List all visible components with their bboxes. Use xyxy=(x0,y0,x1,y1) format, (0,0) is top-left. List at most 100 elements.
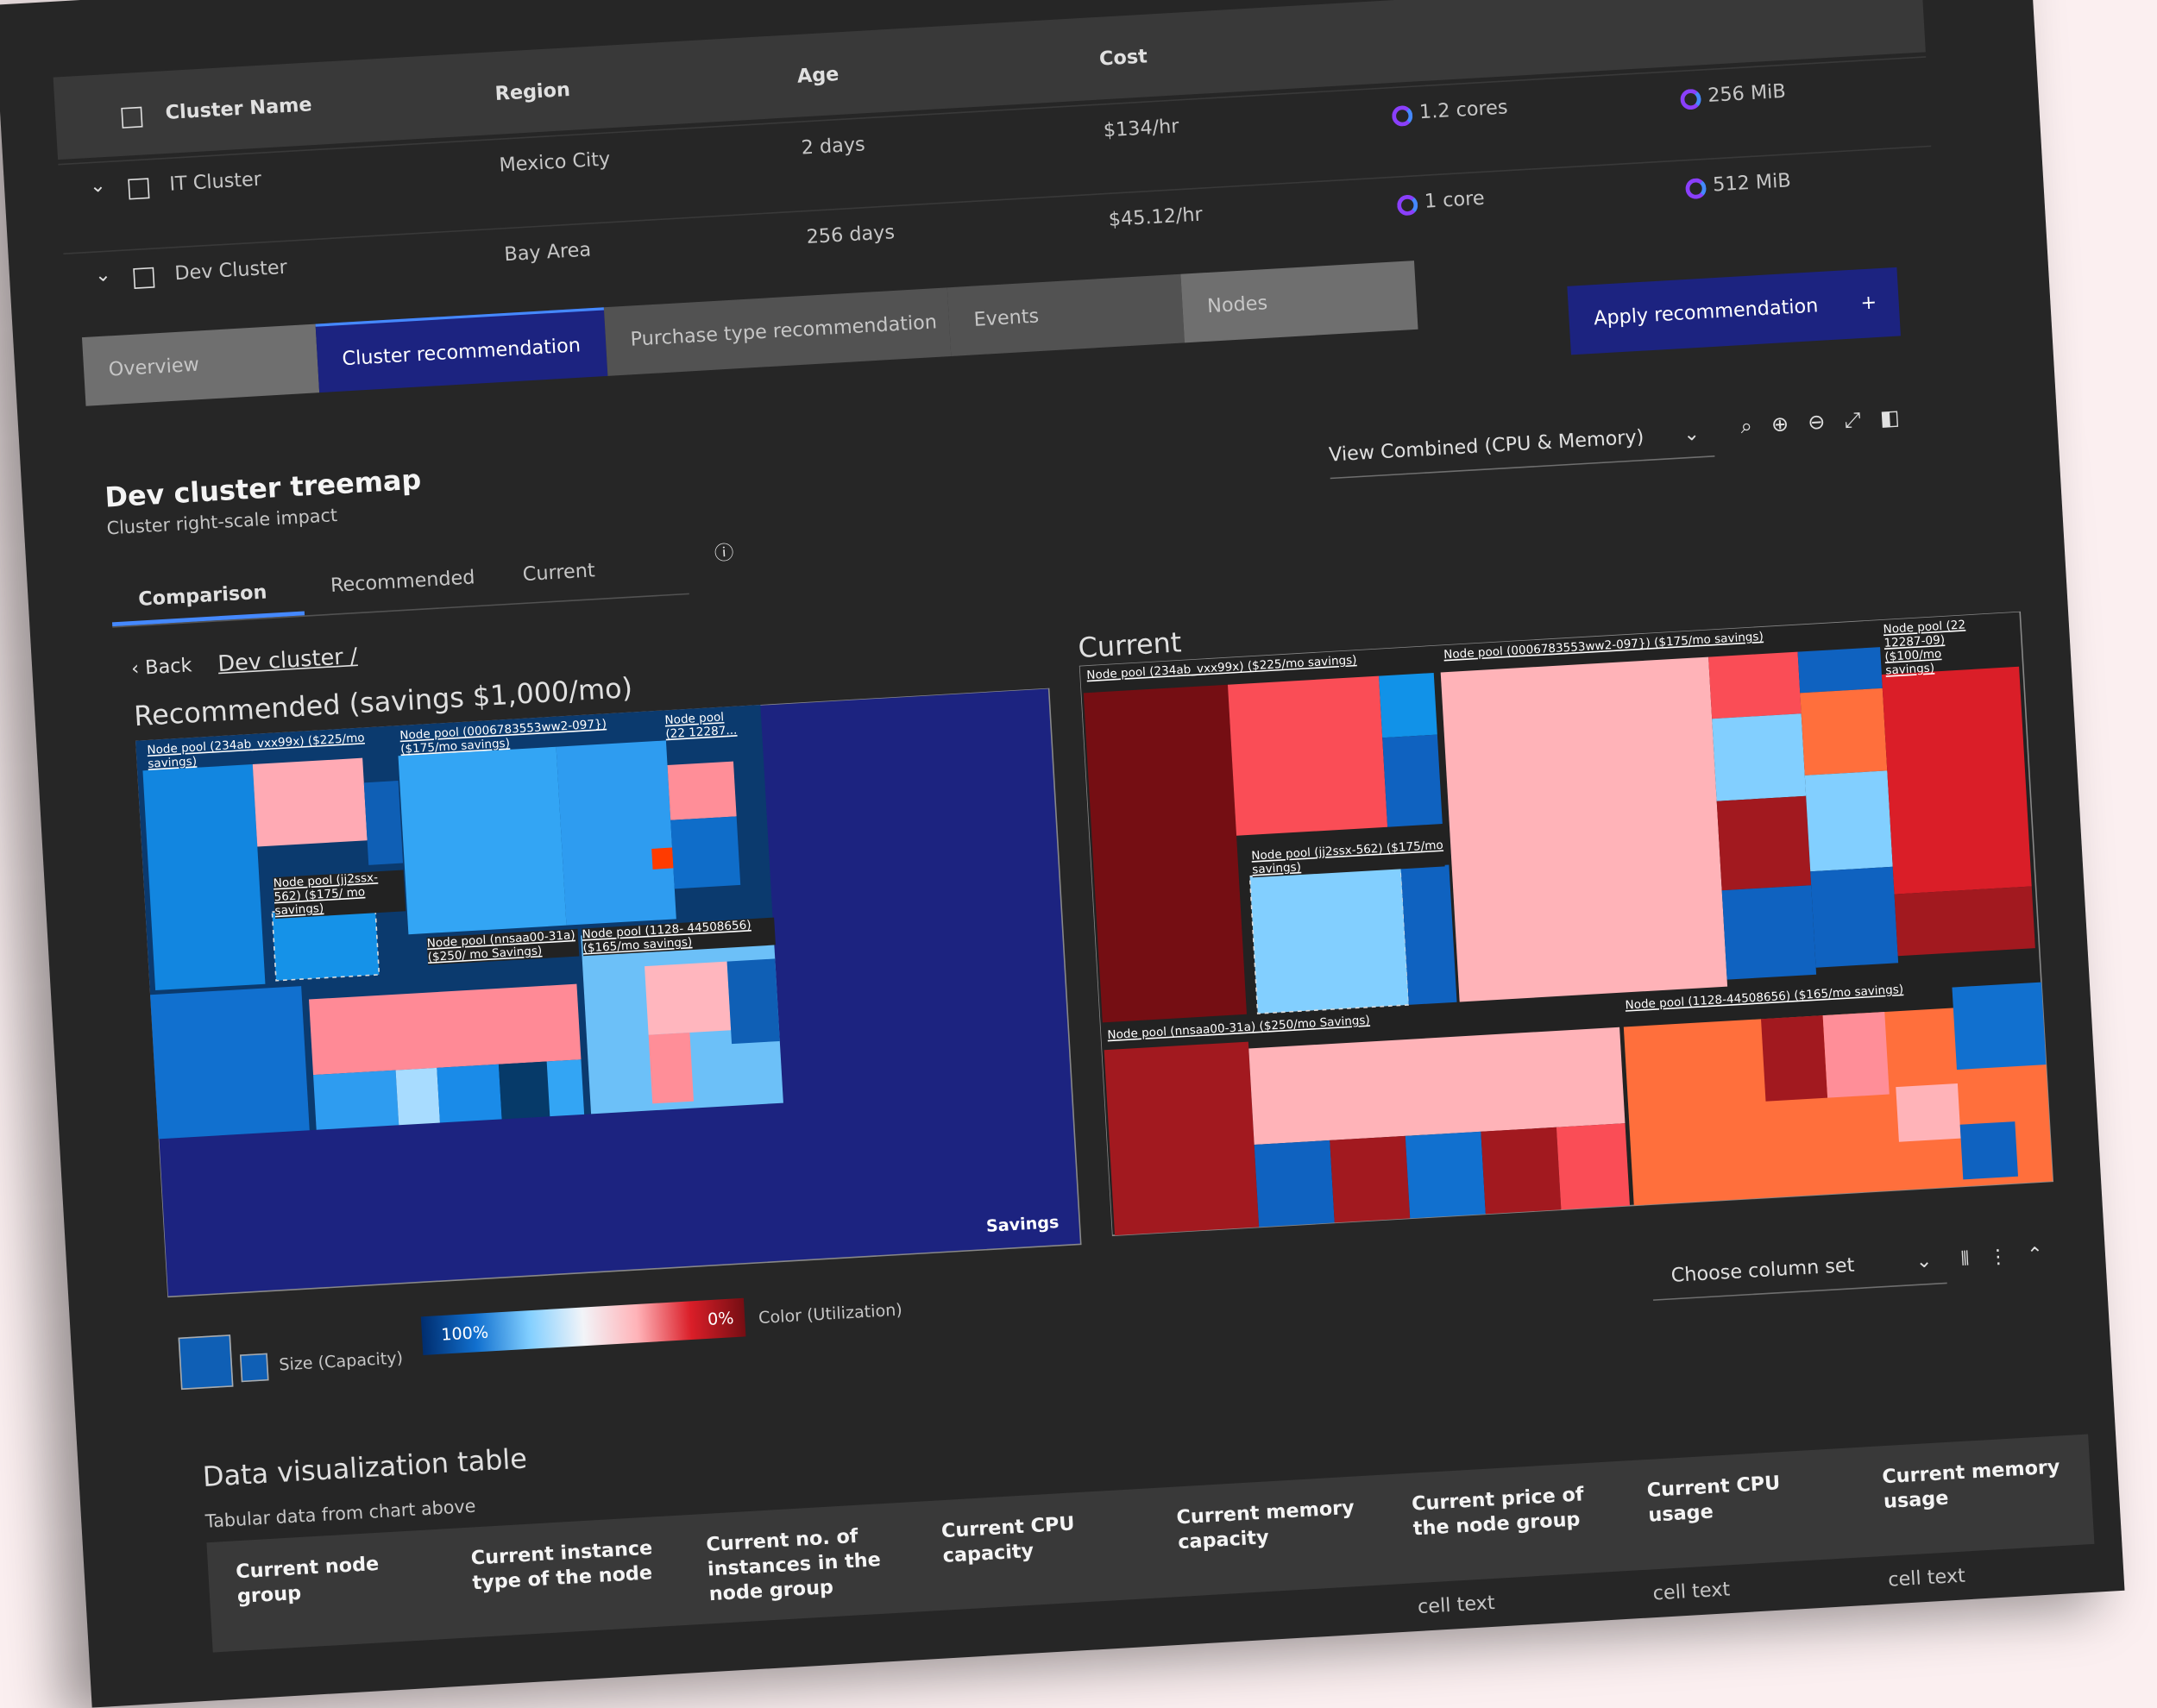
tile xyxy=(1227,675,1388,836)
tab[interactable]: Overview xyxy=(81,323,320,406)
table-cell: IT Cluster xyxy=(168,168,262,197)
table-cell: 256 days xyxy=(806,222,896,249)
recommended-treemap: Savings xyxy=(135,688,1082,1298)
table-cell: 256 MiB xyxy=(1707,80,1787,108)
tile xyxy=(648,1032,694,1104)
expand-icon[interactable]: ⌄ xyxy=(89,174,107,198)
legend-label: Color (Utilization) xyxy=(758,1300,903,1328)
tile xyxy=(1248,1027,1626,1145)
table-cell: Bay Area xyxy=(503,239,592,267)
size-swatch-small xyxy=(239,1353,269,1383)
tile xyxy=(498,1061,550,1120)
select-label: View Combined (CPU & Memory) xyxy=(1328,426,1645,467)
breadcrumb[interactable]: Dev cluster / xyxy=(217,642,359,677)
back-link[interactable]: ‹ Back xyxy=(130,655,193,681)
checkbox[interactable] xyxy=(133,267,155,289)
tab[interactable]: Events xyxy=(946,273,1185,356)
usage-ring xyxy=(1679,88,1702,110)
usage-ring xyxy=(1396,194,1418,217)
table-cell: 1 core xyxy=(1424,187,1486,214)
tile xyxy=(645,961,732,1035)
info-icon[interactable]: ⓘ xyxy=(714,542,735,566)
savings-label: Savings xyxy=(985,1212,1060,1236)
node-pool-label[interactable]: Node pool (22 12287... xyxy=(664,711,738,742)
tile xyxy=(1623,1002,2053,1206)
table-cell: Mexico City xyxy=(498,148,611,178)
tile xyxy=(1083,684,1247,1023)
tile xyxy=(670,816,741,889)
node-pool-label[interactable]: Node pool (jj2ssx-562) ($175/ mo savings… xyxy=(273,870,406,919)
tile xyxy=(1797,647,1883,694)
tab[interactable]: Cluster recommendation xyxy=(315,307,608,393)
subtab[interactable]: Current xyxy=(522,560,596,587)
size-swatch-large xyxy=(178,1334,234,1391)
table-cell: Dev Cluster xyxy=(173,256,288,286)
table-cell: $134/hr xyxy=(1103,116,1180,142)
expand-icon[interactable]: ⌄ xyxy=(94,264,112,287)
tile xyxy=(546,1059,585,1117)
column-set-select[interactable]: Choose column set ⌄ xyxy=(1651,1249,1947,1301)
tile xyxy=(309,983,582,1076)
table-cell: 512 MiB xyxy=(1712,170,1792,197)
tile xyxy=(1405,1131,1486,1219)
tab[interactable]: Purchase type recommendation xyxy=(603,287,952,376)
checkbox[interactable] xyxy=(128,178,150,200)
table-cell: $45.12/hr xyxy=(1108,204,1204,232)
node-pool-label[interactable]: Node pool (22 12287-09) ($100/mo savings… xyxy=(1883,619,1966,679)
tile xyxy=(1800,688,1888,776)
scale-low: 0% xyxy=(707,1308,735,1329)
tile xyxy=(395,1067,440,1126)
tile xyxy=(1822,1012,1890,1098)
tile xyxy=(1712,713,1807,801)
column-header: Current memory usage xyxy=(1881,1456,2061,1514)
column-header: Current CPU usage xyxy=(1646,1473,1781,1528)
tile xyxy=(1804,770,1893,872)
tile xyxy=(1382,734,1443,827)
tile xyxy=(1248,866,1410,1014)
tile xyxy=(1761,1015,1828,1102)
tile xyxy=(1881,666,2032,895)
header-cell: Age xyxy=(796,63,840,89)
toolbar-icons[interactable]: ⌕⊕⊖⤢◧ xyxy=(1739,404,1920,439)
row-divider xyxy=(63,145,1932,254)
section-title: Dev cluster treemap xyxy=(104,462,423,514)
scale-high: 100% xyxy=(440,1322,489,1345)
table-cell: cell text xyxy=(1652,1579,1731,1605)
tile xyxy=(398,746,567,935)
tile xyxy=(651,847,674,870)
tile xyxy=(1400,864,1457,1005)
table-cell: cell text xyxy=(1887,1565,1966,1592)
tab[interactable]: Nodes xyxy=(1180,261,1418,343)
column-header: Current instance type of the node xyxy=(470,1537,653,1595)
tile xyxy=(313,1070,399,1130)
tile xyxy=(1721,885,1817,980)
tile xyxy=(1896,1083,1961,1142)
tile xyxy=(363,781,404,865)
apply-button[interactable]: Apply recommendation + xyxy=(1567,267,1901,355)
header-cell: Region xyxy=(494,78,571,106)
tile xyxy=(437,1064,502,1123)
table-toolbar[interactable]: ⦀⋮⌃ xyxy=(1959,1242,2064,1271)
column-header: Current price of the node group xyxy=(1411,1484,1585,1541)
checkbox[interactable] xyxy=(121,106,143,129)
tile xyxy=(1716,795,1812,891)
column-header: Current CPU capacity xyxy=(940,1513,1076,1568)
table-cell: 2 days xyxy=(801,134,866,160)
view-select[interactable]: View Combined (CPU & Memory) ⌄ xyxy=(1328,422,1715,480)
tile xyxy=(1952,982,2047,1071)
select-label: Choose column set xyxy=(1670,1254,1856,1288)
button-label: Apply recommendation xyxy=(1593,295,1820,330)
column-header: Current node group xyxy=(235,1553,380,1609)
tile xyxy=(1894,886,2035,957)
color-scale: 100% 0% xyxy=(420,1297,746,1355)
table-header xyxy=(53,0,1926,160)
tile xyxy=(1481,1127,1562,1215)
tile xyxy=(1810,866,1899,968)
tile xyxy=(726,958,780,1045)
column-header: Current memory capacity xyxy=(1175,1497,1355,1554)
tile xyxy=(150,986,310,1140)
tile xyxy=(667,761,737,820)
tile xyxy=(1254,1140,1335,1228)
